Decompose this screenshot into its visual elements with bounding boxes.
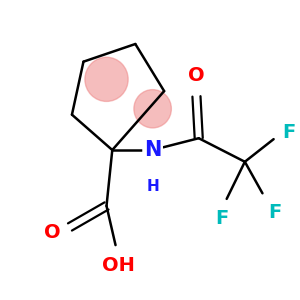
Text: O: O	[44, 223, 60, 242]
Ellipse shape	[134, 90, 171, 128]
Text: N: N	[144, 140, 161, 160]
Text: O: O	[188, 66, 204, 85]
Text: F: F	[282, 123, 296, 142]
Text: H: H	[146, 179, 159, 194]
Text: F: F	[215, 209, 228, 228]
Text: OH: OH	[102, 256, 134, 275]
Text: F: F	[268, 203, 281, 222]
Ellipse shape	[85, 57, 128, 101]
